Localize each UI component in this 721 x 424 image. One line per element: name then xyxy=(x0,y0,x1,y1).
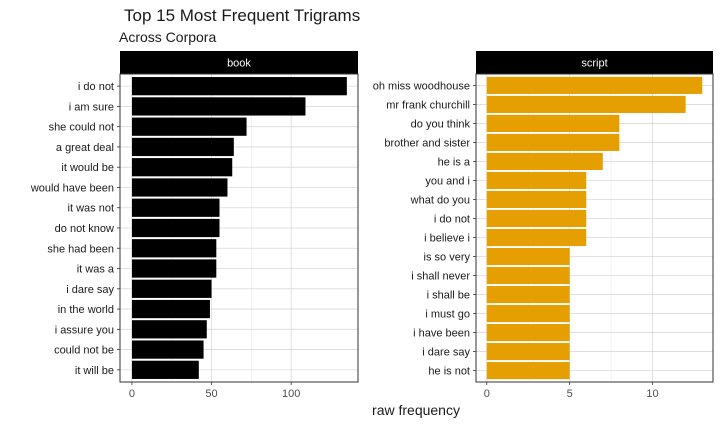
y-tick-label: i believe i xyxy=(424,233,470,245)
y-tick-label: i assure you xyxy=(55,324,114,336)
y-tick-label: is so very xyxy=(424,252,471,264)
bar xyxy=(486,285,570,304)
bar xyxy=(131,259,217,278)
facet-strip-label: script xyxy=(581,58,607,70)
bar xyxy=(131,239,217,258)
bar xyxy=(486,362,570,380)
y-tick-label: do not know xyxy=(55,223,114,235)
bar xyxy=(131,198,220,217)
bar xyxy=(131,137,234,157)
panel-border xyxy=(475,73,714,383)
bar xyxy=(131,97,306,116)
bar xyxy=(131,218,220,238)
bar xyxy=(486,190,587,209)
bar xyxy=(486,209,587,228)
y-tick-label: it would be xyxy=(61,162,114,174)
y-tick-label: a great deal xyxy=(56,142,114,154)
y-tick-label: i shall never xyxy=(411,271,470,283)
bar xyxy=(131,299,210,319)
bar xyxy=(486,152,603,171)
x-tick-label: 0 xyxy=(484,388,490,400)
y-tick-label: i have been xyxy=(413,328,470,340)
y-tick-label: i shall be xyxy=(427,290,470,302)
bar xyxy=(131,360,199,379)
y-tick-label: i dare say xyxy=(422,347,470,359)
y-tick-label: i do not xyxy=(434,213,470,225)
y-tick-label: i dare say xyxy=(66,284,114,296)
y-tick-label: could not be xyxy=(54,345,114,357)
bar xyxy=(486,76,703,94)
facet-strip-label: book xyxy=(227,58,251,70)
chart-subtitle: Across Corpora xyxy=(119,29,217,45)
bar xyxy=(486,324,570,342)
facet-strip xyxy=(476,51,713,74)
y-tick-label: i am sure xyxy=(69,101,114,113)
bar xyxy=(486,228,587,247)
bar xyxy=(486,133,620,151)
y-tick-label: brother and sister xyxy=(384,137,470,149)
x-tick-label: 10 xyxy=(646,388,658,400)
bar xyxy=(486,247,570,266)
y-tick-label: what do you xyxy=(410,194,470,206)
bar xyxy=(131,117,247,136)
bar xyxy=(131,320,207,339)
y-tick-label: you and i xyxy=(425,175,470,187)
bar xyxy=(486,305,570,323)
y-tick-label: he is a xyxy=(438,156,471,168)
y-tick-label: in the world xyxy=(58,304,114,316)
bar xyxy=(486,95,686,113)
x-tick-label: 5 xyxy=(567,388,573,400)
bar xyxy=(486,171,587,190)
bar xyxy=(131,178,228,197)
y-tick-label: oh miss woodhouse xyxy=(373,80,470,92)
bar xyxy=(131,340,204,359)
chart-title: Top 15 Most Frequent Trigrams xyxy=(124,6,361,25)
y-tick-label: it was a xyxy=(77,264,115,276)
x-tick-label: 0 xyxy=(129,388,135,400)
x-axis-label: raw frequency xyxy=(372,402,460,418)
y-tick-label: would have been xyxy=(30,182,114,194)
y-tick-label: she could not xyxy=(49,122,114,134)
y-tick-label: i do not xyxy=(78,81,114,93)
bar xyxy=(131,279,212,298)
bar xyxy=(131,77,347,96)
y-tick-label: mr frank churchill xyxy=(386,99,470,111)
bar xyxy=(486,266,570,285)
bar xyxy=(486,114,620,132)
y-tick-label: she had been xyxy=(47,243,114,255)
y-tick-label: it was not xyxy=(68,203,114,215)
x-tick-label: 50 xyxy=(205,388,217,400)
y-tick-label: it will be xyxy=(75,365,114,377)
y-tick-label: do you think xyxy=(411,118,471,130)
bar xyxy=(131,158,233,177)
y-tick-label: he is not xyxy=(428,366,470,378)
bar xyxy=(486,343,570,361)
x-tick-label: 100 xyxy=(282,388,300,400)
facet-strip xyxy=(120,51,358,74)
y-tick-label: i must go xyxy=(425,309,470,321)
